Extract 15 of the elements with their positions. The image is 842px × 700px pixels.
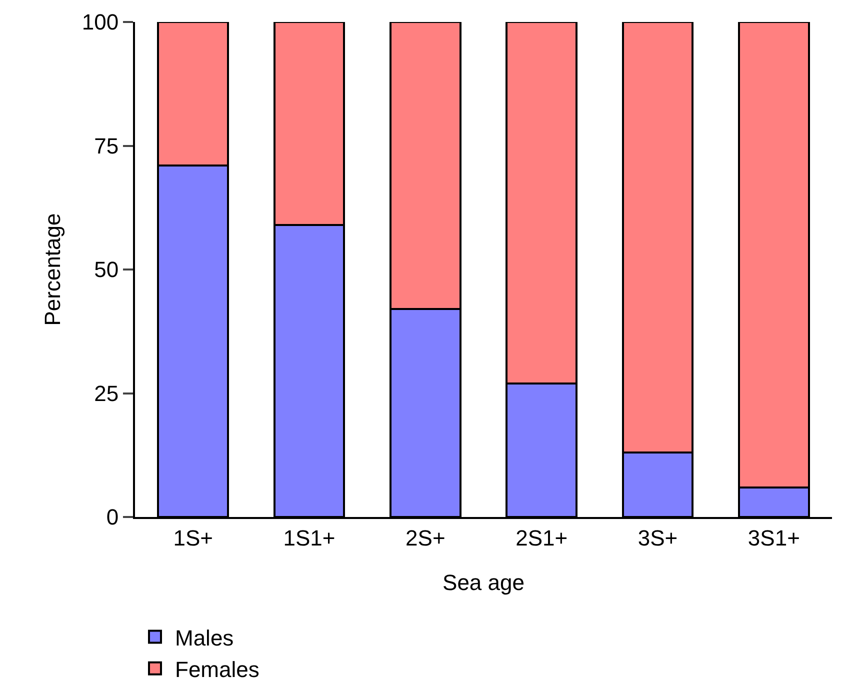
y-tick-label: 0	[106, 504, 119, 530]
y-tick-label: 25	[94, 380, 119, 406]
x-tick-label: 1S1+	[283, 525, 336, 550]
x-tick-label: 3S1+	[748, 525, 800, 550]
y-tick-label: 100	[82, 10, 119, 35]
x-tick-label: 3S+	[638, 525, 678, 550]
y-axis-title: Percentage	[40, 213, 66, 326]
y-tick-label: 75	[94, 133, 119, 158]
x-tick-label: 2S+	[406, 525, 446, 550]
legend-label: Females	[175, 656, 260, 682]
y-tick-label: 50	[94, 257, 119, 282]
x-axis-title: Sea age	[442, 570, 524, 595]
legend-label: Males	[175, 625, 234, 650]
x-tick-label: 1S+	[173, 525, 213, 550]
x-tick-label: 2S1+	[516, 525, 568, 550]
